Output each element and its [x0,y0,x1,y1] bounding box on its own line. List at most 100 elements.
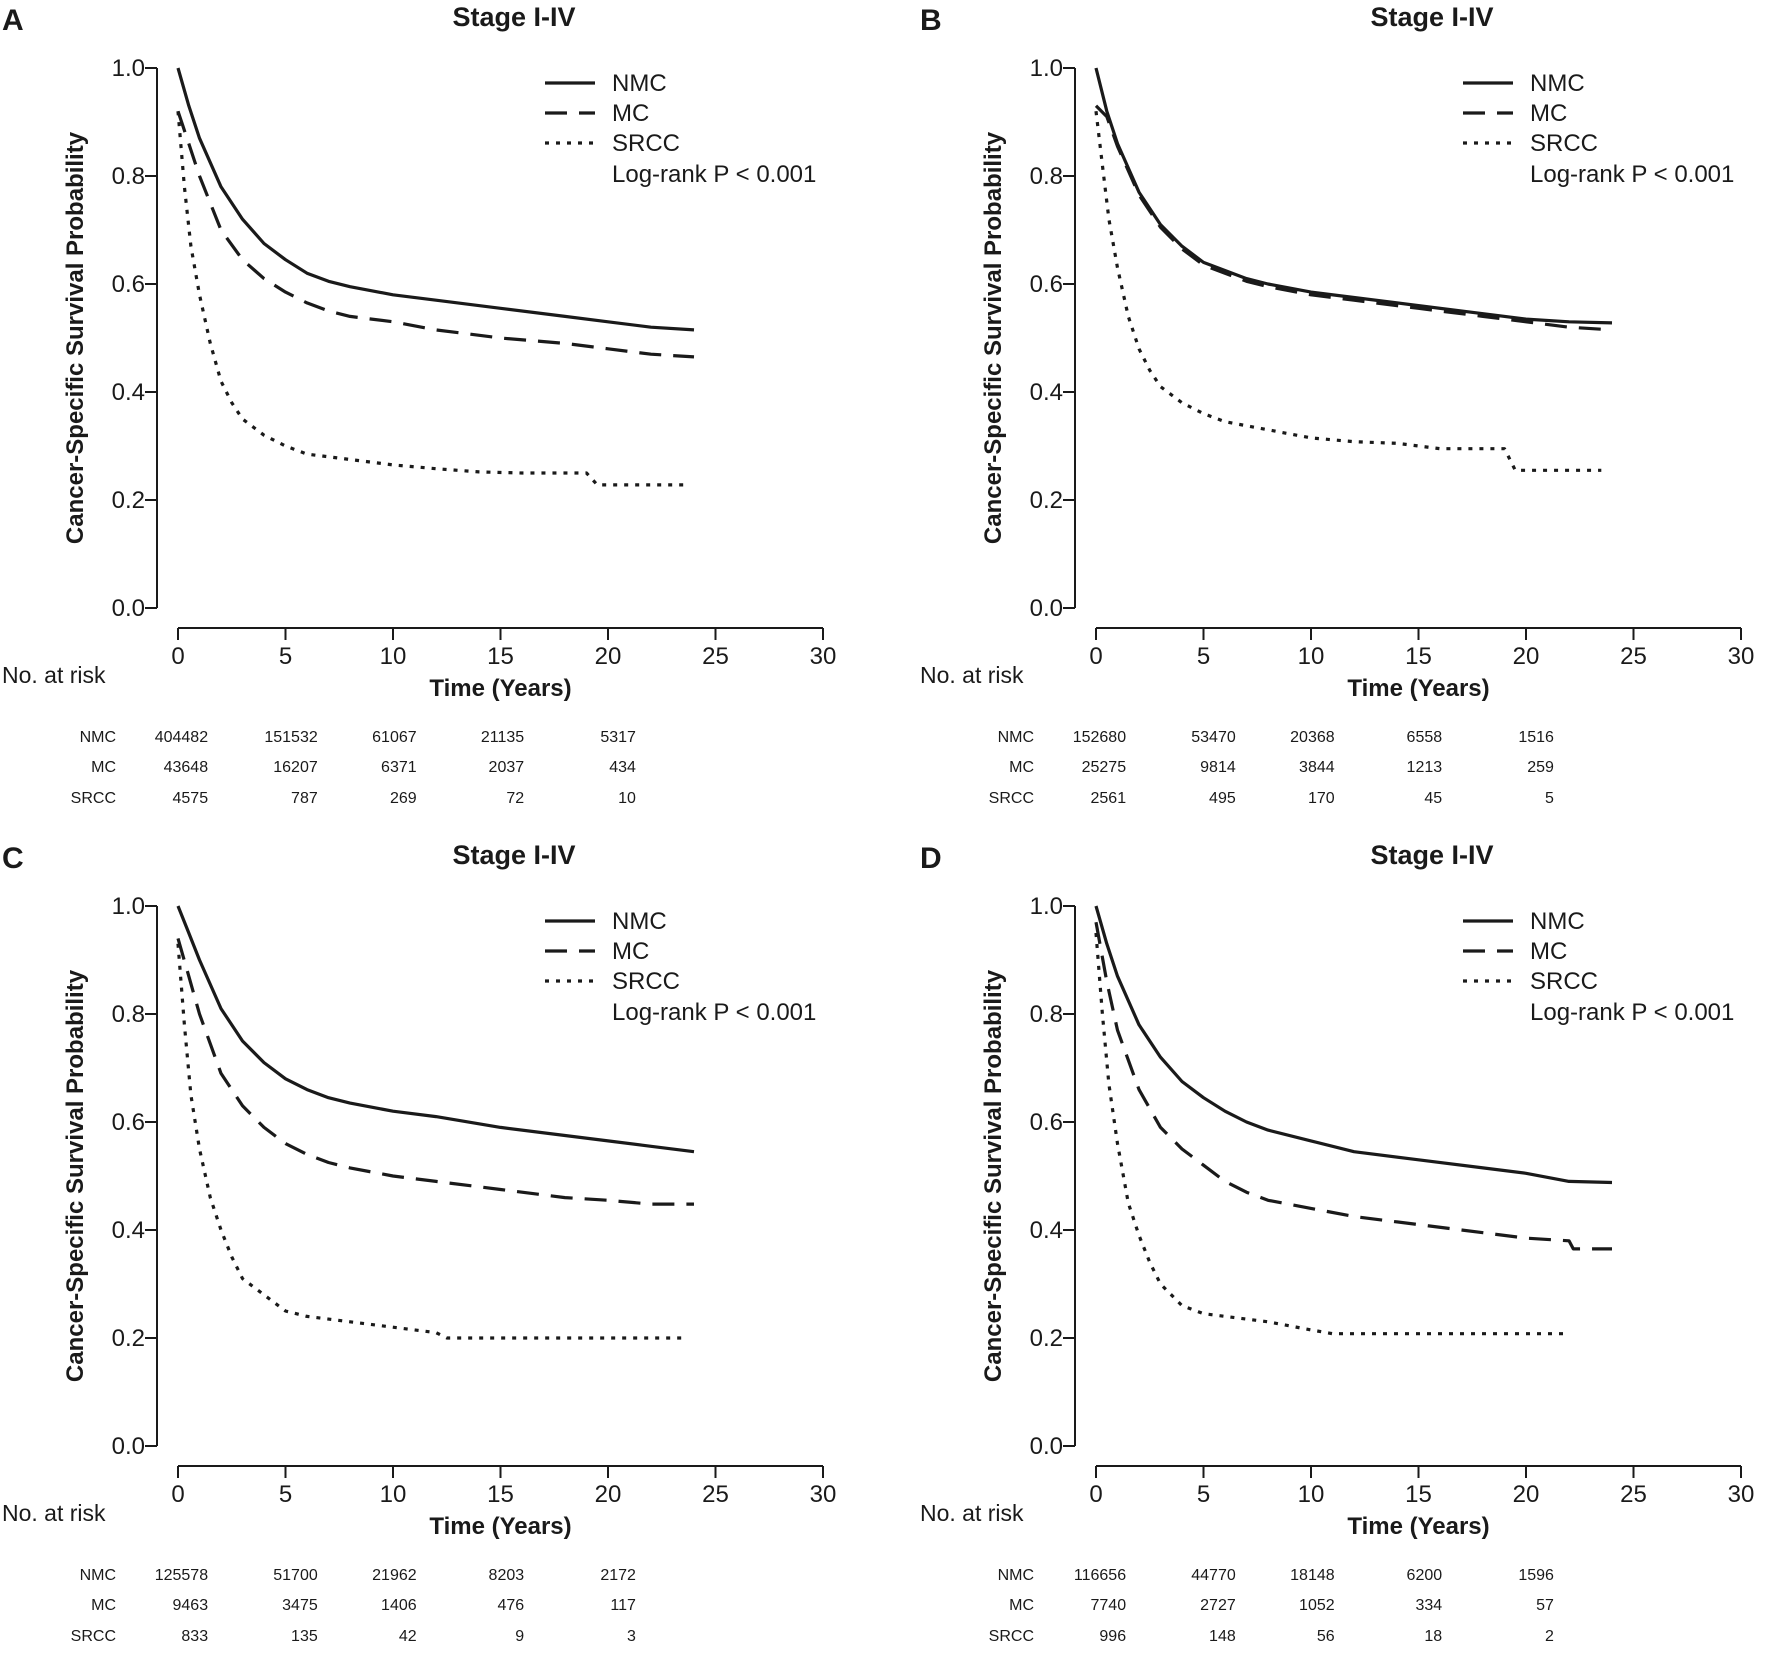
legend-label: SRCC [612,130,680,157]
y-tick-label: 0.4 [112,1217,145,1244]
at-risk-group-label: SRCC [71,790,116,807]
y-tick-label: 0.8 [112,163,145,190]
y-tick-label: 1.0 [112,893,145,920]
x-tick-label: 25 [702,1481,729,1508]
x-tick-label: 5 [279,643,292,670]
at-risk-value: 6558 [1407,729,1443,746]
at-risk-value: 45 [1424,790,1442,807]
x-tick-label: 15 [487,643,514,670]
y-tick-label: 0.2 [112,487,145,514]
legend-label: NMC [1530,908,1585,935]
y-tick-label: 0.2 [1030,487,1063,514]
at-risk-value: 18148 [1290,1567,1335,1584]
panel-a: A Stage I-IV 0.0 0.2 0.4 0.6 0.8 1.0 0 5 10 15 20 25 3… [2,2,836,807]
at-risk-value: 43648 [164,759,209,776]
at-risk-value: 135 [291,1628,318,1645]
x-tick-label: 5 [1197,1481,1210,1508]
at-risk-value: 9463 [173,1597,209,1614]
x-tick-label: 0 [171,643,184,670]
at-risk-value: 72 [506,790,524,807]
panel-letter: B [920,4,942,37]
panel-title: Stage I-IV [1370,2,1493,32]
at-risk-group-label: MC [1009,1597,1034,1614]
at-risk-group-label: NMC [80,729,116,746]
at-risk-group-label: NMC [998,729,1034,746]
x-tick-label: 0 [1089,1481,1102,1508]
legend-label: SRCC [1530,968,1598,995]
at-risk-value: 10 [618,790,636,807]
panel-b: B Stage I-IV 0.0 0.2 0.4 0.6 0.8 1.0 0 5 10 15 20 25 3… [920,2,1754,807]
legend-label: MC [612,938,649,965]
at-risk-value: 25275 [1082,759,1127,776]
y-tick-label: 0.0 [112,595,145,622]
legend-label: SRCC [1530,130,1598,157]
at-risk-value: 21135 [481,729,524,746]
y-axis-title: Cancer-Specific Survival Probability [62,131,89,544]
y-tick-label: 0.6 [1030,1109,1063,1136]
at-risk-value: 170 [1308,790,1335,807]
at-risk-value: 7740 [1091,1597,1127,1614]
y-tick-label: 0.2 [1030,1325,1063,1352]
at-risk-value: 51700 [273,1567,318,1584]
at-risk-group-label: SRCC [989,790,1034,807]
at-risk-value: 44770 [1191,1567,1236,1584]
at-risk-value: 2561 [1091,790,1127,807]
x-tick-label: 20 [1513,643,1540,670]
y-tick-label: 0.4 [1030,379,1063,406]
at-risk-value: 18 [1424,1628,1442,1645]
at-risk-value: 1516 [1518,729,1554,746]
at-risk-value: 495 [1209,790,1236,807]
logrank-annotation: Log-rank P < 0.001 [612,161,816,188]
x-tick-label: 30 [1728,1481,1755,1508]
series-line-srcc [176,943,684,1340]
x-tick-label: 15 [1405,643,1432,670]
x-tick-label: 15 [487,1481,514,1508]
y-tick-label: 0.4 [1030,1217,1063,1244]
x-tick-label: 30 [810,1481,837,1508]
y-tick-label: 0.6 [112,1109,145,1136]
at-risk-value: 5 [1545,790,1554,807]
at-risk-value: 476 [497,1597,524,1614]
x-tick-label: 0 [1089,643,1102,670]
y-axis-title: Cancer-Specific Survival Probability [62,969,89,1382]
x-tick-label: 20 [1513,1481,1540,1508]
series-line-mc [1094,921,1612,1251]
x-axis-title: Time (Years) [429,675,571,702]
y-tick-label: 1.0 [112,55,145,82]
series-line-nmc [176,905,695,1154]
series-line-mc [176,937,694,1206]
at-risk-value: 996 [1099,1628,1126,1645]
at-risk-value: 3 [627,1628,636,1645]
legend-label: SRCC [612,968,680,995]
series-line-mc [1094,104,1613,332]
x-axis-title: Time (Years) [1347,1513,1489,1540]
legend-label: NMC [612,908,667,935]
at-risk-value: 3844 [1299,759,1335,776]
panel-title: Stage I-IV [1370,840,1493,870]
at-risk-group-label: SRCC [71,1628,116,1645]
at-risk-value: 8203 [489,1567,525,1584]
at-risk-value: 117 [610,1597,636,1614]
y-tick-label: 1.0 [1030,55,1063,82]
at-risk-value: 9814 [1200,759,1236,776]
at-risk-value: 334 [1415,1597,1442,1614]
panel-title: Stage I-IV [452,2,575,32]
at-risk-value: 2172 [600,1567,636,1584]
at-risk-group-label: MC [1009,759,1034,776]
legend-label: MC [612,100,649,127]
panel-letter: C [2,842,24,875]
at-risk-heading: No. at risk [920,1500,1024,1526]
at-risk-value: 20368 [1290,729,1335,746]
at-risk-value: 2727 [1200,1597,1236,1614]
logrank-annotation: Log-rank P < 0.001 [1530,161,1734,188]
y-tick-label: 0.8 [1030,163,1063,190]
at-risk-value: 1052 [1299,1597,1335,1614]
x-tick-label: 10 [1298,643,1325,670]
y-axis-title: Cancer-Specific Survival Probability [980,131,1007,544]
legend-label: MC [1530,100,1567,127]
y-tick-label: 0.0 [112,1433,145,1460]
at-risk-value: 2 [1545,1628,1554,1645]
at-risk-group-label: SRCC [989,1628,1034,1645]
at-risk-value: 3475 [282,1597,318,1614]
